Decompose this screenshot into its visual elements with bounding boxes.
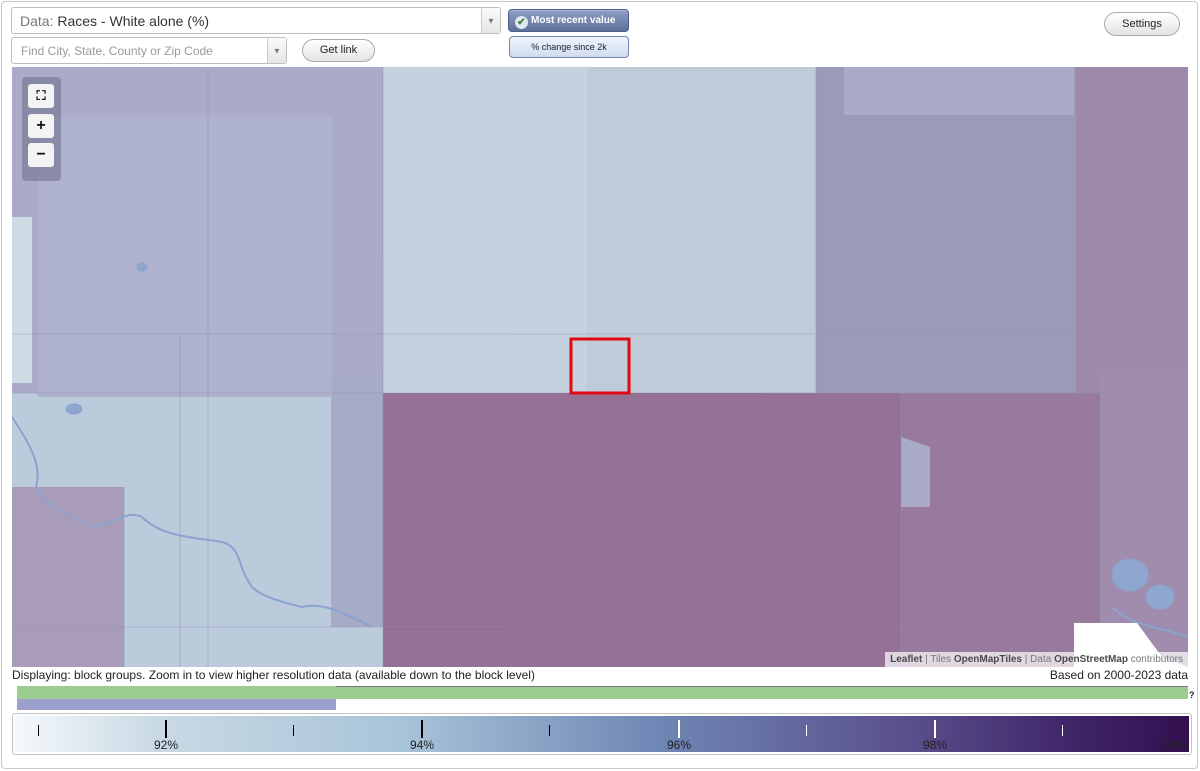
legend-label: 92% — [153, 738, 179, 752]
coverage-bar — [17, 686, 1188, 711]
map-layer — [12, 67, 1188, 667]
coverage-line — [336, 686, 1188, 699]
legend-label: 94% — [409, 738, 435, 752]
map-view[interactable]: ⛶ + − Leaflet | Tiles OpenMapTiles | Dat… — [12, 67, 1188, 667]
legend-tick — [165, 720, 167, 738]
attribution-sep1: | Tiles — [922, 654, 954, 665]
zoom-out-button[interactable]: − — [28, 143, 54, 167]
legend-tick — [421, 720, 423, 738]
help-icon[interactable]: ? — [1189, 690, 1195, 700]
block-group[interactable] — [331, 372, 383, 627]
settings-button[interactable]: Settings — [1104, 12, 1180, 36]
legend-tick — [934, 720, 936, 738]
data-years-info: Based on 2000-2023 data — [1049, 668, 1188, 682]
most-recent-value-button[interactable]: ✔ Most recent value — [508, 9, 629, 32]
data-select-value: Races - White alone (%) — [57, 13, 210, 29]
block-group[interactable] — [816, 67, 1076, 393]
openstreetmap-link[interactable]: OpenStreetMap — [1054, 654, 1128, 665]
water-feature — [12, 262, 1188, 638]
selected-region-highlight[interactable] — [569, 337, 631, 395]
chevron-down-icon: ▼ — [273, 46, 281, 55]
coverage-lavender — [17, 699, 336, 710]
legend-gradient: 92% 94% 96% 98% 100% — [15, 716, 1189, 752]
openmaptiles-link[interactable]: OpenMapTiles — [953, 654, 1022, 665]
chevron-down-icon: ▼ — [487, 16, 495, 25]
resolution-info: Displaying: block groups. Zoom in to vie… — [12, 668, 535, 682]
data-select[interactable]: Data: Races - White alone (%) ▼ — [11, 7, 501, 34]
legend-tick — [806, 725, 807, 736]
block-group[interactable] — [12, 487, 124, 667]
search-dropdown-button[interactable]: ▼ — [267, 38, 286, 63]
color-legend: 92% 94% 96% 98% 100% — [12, 713, 1192, 755]
search-placeholder: Find City, State, County or Zip Code — [21, 44, 213, 58]
get-link-button[interactable]: Get link — [302, 39, 375, 62]
map-attribution: Leaflet | Tiles OpenMapTiles | Data Open… — [885, 652, 1188, 667]
legend-tick — [678, 720, 680, 738]
zoom-in-button[interactable]: + — [28, 114, 54, 138]
data-select-prefix: Data: — [20, 13, 54, 29]
block-group[interactable] — [1076, 67, 1188, 393]
attribution-sep2: | Data — [1022, 654, 1055, 665]
fullscreen-icon[interactable]: ⛶ — [28, 84, 54, 108]
attribution-suffix: contributors — [1127, 654, 1183, 665]
data-dropdown-button[interactable]: ▼ — [481, 8, 500, 33]
location-search-input[interactable]: Find City, State, County or Zip Code ▼ — [11, 37, 287, 64]
block-group[interactable] — [901, 393, 1100, 667]
block-group[interactable] — [1100, 370, 1188, 667]
block-group[interactable] — [383, 393, 901, 667]
block-group[interactable] — [844, 67, 1074, 115]
block-group[interactable] — [12, 217, 32, 383]
legend-label: 98% — [922, 738, 948, 752]
legend-label: 100% — [1157, 738, 1189, 752]
checkmark-icon: ✔ — [515, 16, 528, 29]
zoom-controls: ⛶ + − — [22, 77, 61, 181]
coverage-green — [17, 686, 1188, 699]
legend-tick — [293, 725, 294, 736]
block-group[interactable] — [587, 67, 816, 393]
legend-tick — [38, 725, 39, 736]
legend-label: 96% — [666, 738, 692, 752]
legend-tick — [1062, 725, 1063, 736]
legend-tick — [549, 725, 550, 736]
block-group[interactable] — [38, 115, 332, 397]
leaflet-link[interactable]: Leaflet — [890, 654, 923, 665]
pct-change-button[interactable]: % change since 2k — [509, 36, 629, 58]
most-recent-label: Most recent value — [531, 15, 616, 26]
